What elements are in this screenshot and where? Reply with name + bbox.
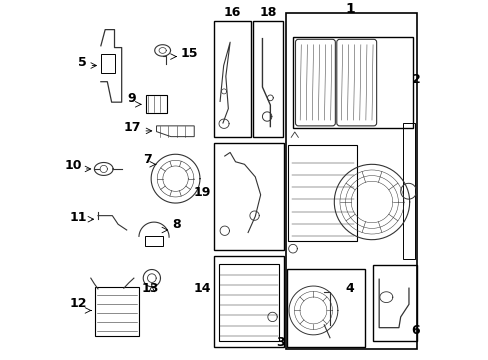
Text: 18: 18 bbox=[259, 6, 276, 19]
Text: 1: 1 bbox=[345, 2, 355, 16]
Text: 9: 9 bbox=[127, 92, 136, 105]
Bar bbox=[145, 95, 166, 113]
Text: 3: 3 bbox=[276, 336, 284, 349]
Bar bbox=[101, 54, 114, 73]
Text: 4: 4 bbox=[344, 283, 353, 296]
Text: 5: 5 bbox=[78, 55, 87, 68]
Text: 13: 13 bbox=[142, 283, 159, 296]
Bar bbox=[286, 269, 365, 347]
Bar bbox=[285, 13, 416, 349]
Text: 2: 2 bbox=[411, 73, 420, 86]
Text: 10: 10 bbox=[64, 159, 82, 172]
Text: 17: 17 bbox=[123, 121, 141, 134]
Bar bbox=[292, 37, 412, 129]
Bar bbox=[144, 237, 163, 246]
Text: 8: 8 bbox=[172, 218, 180, 231]
Bar bbox=[253, 21, 283, 138]
Bar bbox=[218, 264, 278, 341]
Bar bbox=[214, 256, 284, 347]
Text: 19: 19 bbox=[193, 185, 210, 198]
Text: 12: 12 bbox=[70, 297, 87, 310]
Text: 7: 7 bbox=[143, 153, 152, 166]
Bar bbox=[95, 287, 139, 336]
Bar bbox=[372, 265, 416, 341]
Bar bbox=[402, 123, 414, 260]
Text: 6: 6 bbox=[410, 324, 419, 337]
Bar bbox=[288, 145, 356, 242]
Bar bbox=[214, 144, 284, 251]
Text: 15: 15 bbox=[180, 46, 198, 59]
Bar bbox=[214, 21, 250, 138]
Text: 16: 16 bbox=[223, 6, 241, 19]
Text: 14: 14 bbox=[193, 283, 210, 296]
Text: 11: 11 bbox=[70, 211, 87, 224]
